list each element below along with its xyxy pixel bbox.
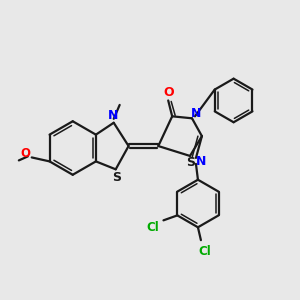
Text: O: O (163, 86, 173, 99)
Text: O: O (21, 147, 31, 160)
Text: Cl: Cl (199, 244, 211, 258)
Text: Cl: Cl (146, 221, 159, 234)
Text: S: S (112, 171, 121, 184)
Text: N: N (191, 107, 201, 120)
Text: N: N (196, 155, 206, 168)
Text: S: S (187, 156, 196, 170)
Text: N: N (107, 109, 118, 122)
